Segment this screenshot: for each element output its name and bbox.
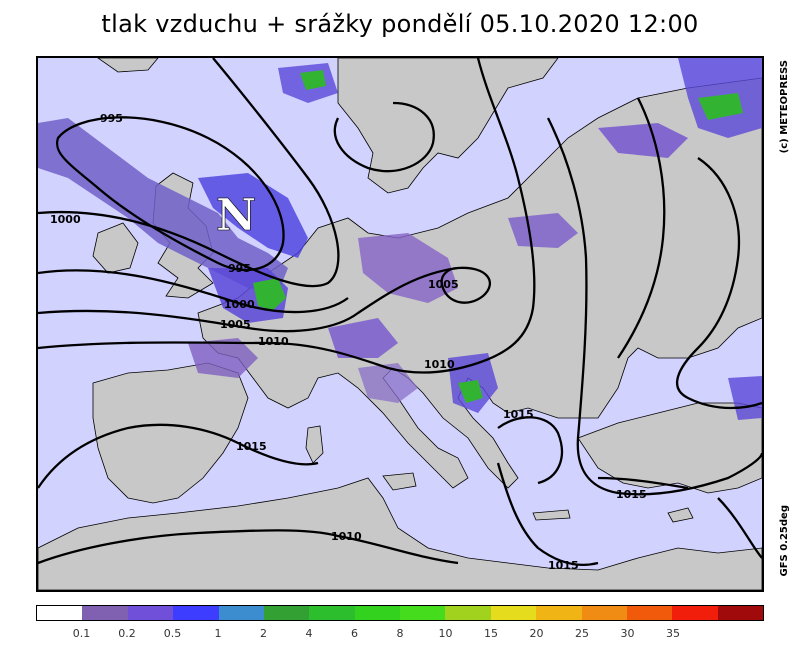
precip-green-balkans (458, 380, 483, 403)
legend-label: 6 (351, 627, 358, 640)
legend-swatch (263, 606, 310, 620)
copyright-label: (c) METEOPRESS (779, 60, 790, 154)
isobar-1010-aegean-loop (597, 476, 689, 490)
land-iberia (92, 362, 249, 504)
isobar-1015-east (546, 117, 762, 496)
legend-label: 4 (305, 627, 313, 640)
legend-swatch (354, 606, 400, 620)
land-sardinia (305, 425, 324, 464)
legend-label: 35 (666, 627, 680, 640)
isobar-1015-southeast-loop (717, 497, 762, 559)
legend-label: 0.2 (118, 627, 136, 640)
legend-swatch (82, 606, 128, 620)
isobar-label: 1005 (220, 318, 251, 331)
legend-swatch (445, 606, 491, 620)
isobar-label: 1005 (428, 278, 459, 291)
legend-label: 0.1 (72, 627, 91, 640)
precipitation-legend (36, 605, 764, 621)
land-north-africa (38, 477, 762, 590)
legend-swatch (536, 606, 582, 620)
isobar-label: 1015 (236, 440, 267, 453)
isobar-1020-far-east (676, 157, 762, 410)
isobar-1015-southeast (496, 462, 599, 567)
isobar-label: 995 (100, 112, 123, 125)
isobar-label: 1010 (424, 358, 455, 371)
legend-label: 15 (484, 627, 498, 640)
precip-alps (328, 318, 398, 358)
isobar-1020-east (617, 97, 666, 359)
precip-east-band (598, 123, 688, 158)
land-crete (532, 509, 571, 521)
precip-green-russia (698, 93, 743, 120)
isobar-1015-south (38, 423, 319, 489)
legend-swatch (37, 606, 83, 620)
isobar-1000-south (38, 269, 349, 314)
isobar-label: 1010 (258, 335, 289, 348)
legend-swatch (490, 606, 537, 620)
isobar-label: 1010 (331, 530, 362, 543)
land-cyprus (667, 507, 694, 523)
land-scandinavia (337, 58, 559, 194)
legend-swatch (626, 606, 673, 620)
legend-swatch (717, 606, 763, 620)
map-title: tlak vzduchu + srážky pondělí 05.10.2020… (101, 10, 699, 38)
isobar-label: 1015 (548, 559, 579, 572)
map-canvas: 995 1000 995 1000 1005 1010 1005 1010 10… (38, 58, 762, 590)
precip-green-scandinavia (300, 70, 326, 90)
model-label: GFS 0.25deg (779, 505, 790, 577)
isobar-1010-mid (38, 58, 536, 374)
low-pressure-marker: N (216, 190, 256, 241)
isobars (38, 58, 762, 567)
precip-central-europe (358, 233, 458, 303)
legend-label: 8 (396, 627, 404, 640)
legend-swatch (400, 606, 446, 620)
isobar-label: 995 (228, 262, 251, 275)
land-ireland (92, 222, 139, 274)
legend-swatch (218, 606, 264, 620)
legend-label: 30 (620, 627, 635, 640)
legend-label: 0.5 (163, 627, 182, 640)
precipitation-areas (38, 58, 762, 420)
land-north-island (97, 58, 159, 73)
legend-swatch (127, 606, 174, 620)
isobar-1010-south (38, 529, 459, 565)
precip-green-core (253, 278, 286, 310)
isobar-1005-west (38, 266, 491, 333)
land-anatolia (577, 402, 762, 494)
precip-baltic (508, 213, 578, 248)
legend-swatch (581, 606, 627, 620)
legend-swatch (309, 606, 355, 620)
precip-scotland (38, 118, 288, 293)
isobar-label: 1000 (50, 213, 81, 226)
precip-france (188, 338, 258, 378)
legend-swatch (672, 606, 718, 620)
isobar-995-outer (55, 116, 285, 272)
isobar-labels: 995 1000 995 1000 1005 1010 1005 1010 10… (50, 112, 647, 572)
legend-labels: 0.1 0.2 0.5 1 2 4 6 8 10 15 20 25 30 35 (36, 627, 764, 641)
isobar-1010-loop-north (333, 101, 435, 173)
legend-label: 10 (438, 627, 453, 640)
legend-label: 20 (529, 627, 544, 640)
weather-map: 995 1000 995 1000 1005 1010 1005 1010 10… (36, 56, 764, 592)
precip-italy (358, 363, 418, 403)
isobar-label: 1000 (224, 298, 255, 311)
isobar-label: 1015 (503, 408, 534, 421)
land-sicily (382, 472, 417, 491)
isobar-label: 1015 (616, 488, 647, 501)
isobar-1015-aegean (497, 416, 563, 485)
legend-label: 1 (214, 627, 222, 640)
legend-label: 2 (260, 627, 267, 640)
legend-label: 25 (575, 627, 589, 640)
isobar-1000-north (38, 58, 340, 288)
legend-swatch (173, 606, 219, 620)
precip-north-sea (198, 173, 308, 258)
